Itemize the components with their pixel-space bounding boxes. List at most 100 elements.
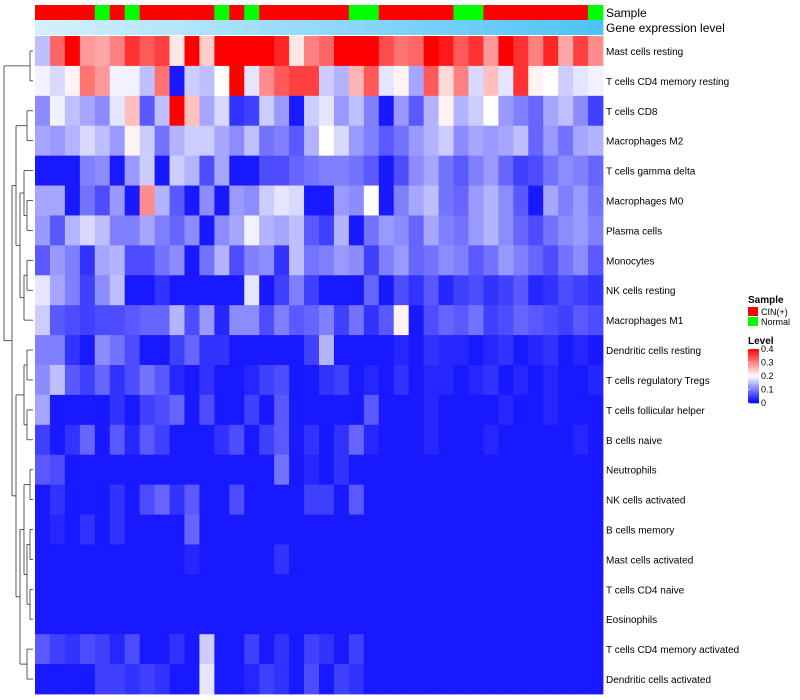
heatmap-cell [169,424,185,456]
heatmap-cell [79,185,96,216]
heatmap-cell [363,484,380,515]
heatmap-cell [289,574,305,605]
heatmap-cell [453,275,469,306]
heatmap-cell [319,185,335,216]
heatmap-cell [378,604,395,635]
heatmap-cell [483,454,499,486]
heatmap-cell [94,484,111,515]
heatmap-cell [588,604,604,635]
heatmap-cell [109,514,126,545]
heatmap-cell [573,95,589,127]
heatmap-cell [468,664,484,695]
legend-level-gradient: 0.4 0.3 0.2 0.1 0 [748,344,774,408]
heatmap-cell [558,664,574,695]
heatmap-cell [289,215,305,246]
sample-annotation-cell [528,5,544,20]
legend-gradient-step [748,376,759,378]
heatmap-cell [528,454,544,486]
heatmap-cell [64,634,81,665]
heatmap-cell [289,65,305,97]
sample-annotation-cell [498,5,514,20]
heatmap-cell [393,185,410,216]
heatmap-cell [468,155,484,186]
heatmap-cell [393,245,410,276]
heatmap-cell [259,65,275,97]
heatmap-cell [79,155,96,186]
heatmap-cell [378,454,395,486]
legend-gradient-step [748,351,759,354]
heatmap-cell [124,634,141,665]
heatmap-cell [513,335,529,366]
heatmap-cell [573,125,589,157]
legend-gradient-step [748,373,759,375]
heatmap-cell [274,544,290,575]
expression-track-label: Gene expression level [606,21,725,35]
heatmap-cell [408,365,425,396]
heatmap-cell [184,185,200,216]
heatmap-cell [139,604,155,635]
heatmap-cell [64,305,81,336]
heatmap-cell [154,544,170,575]
heatmap-cell [453,484,469,515]
heatmap-cell [393,514,410,545]
sample-annotation-cell [483,5,499,20]
heatmap-cell [558,335,574,366]
heatmap-cell [79,514,96,545]
heatmap-cell [438,454,454,486]
heatmap-cell [319,484,335,515]
heatmap-cell [94,36,111,67]
heatmap-cell [333,95,350,127]
legend-gradient-step [748,366,759,369]
heatmap-cell [528,155,544,186]
heatmap-cell [513,454,529,486]
heatmap-cell [573,365,589,396]
heatmap-cell [333,305,350,336]
heatmap-cell [35,454,51,486]
heatmap-cell [468,424,484,456]
heatmap-cell [184,664,200,695]
heatmap-cell [94,544,111,575]
heatmap-cell [304,514,320,545]
heatmap-cell [438,125,454,157]
sample-annotation-cell [513,5,529,20]
heatmap-cell [184,604,200,635]
heatmap-cell [49,454,66,486]
heatmap-cell [139,155,155,186]
expression-annotation-cell [558,20,574,35]
heatmap-cell [184,335,200,366]
row-label: T cells CD8 [606,107,658,118]
heatmap-cell [109,394,126,426]
heatmap-cell [348,394,365,426]
heatmap-cell [588,215,604,246]
heatmap-cell [319,305,335,336]
heatmap-cell [543,664,559,695]
heatmap-cell [438,544,454,575]
heatmap-cell [453,664,469,695]
row-label: Monocytes [606,256,654,267]
heatmap-cell [558,454,574,486]
heatmap-cell [94,305,111,336]
heatmap-cell [124,275,141,306]
legend-gradient-step [748,382,759,385]
row-labels: Mast cells resting T cells CD4 memory res… [606,47,739,686]
heatmap-cell [35,155,51,186]
heatmap-cell [35,664,51,695]
heatmap-cell [139,574,155,605]
heatmap-cell [79,544,96,575]
heatmap-cell [199,185,215,216]
heatmap-cell [588,394,604,426]
heatmap-cell [468,484,484,515]
heatmap-cell [333,664,350,695]
heatmap-cell [199,484,215,515]
heatmap-cell [319,36,335,67]
heatmap-cell [109,454,126,486]
heatmap-cell [393,125,410,157]
legend-label: CIN(+) [761,307,788,317]
heatmap-cell [229,544,245,575]
heatmap-cell [229,664,245,695]
heatmap-cell [139,125,155,157]
heatmap-cell [49,305,66,336]
heatmap-cell [573,36,589,67]
heatmap-cell [139,36,155,67]
heatmap-cell [109,634,126,665]
